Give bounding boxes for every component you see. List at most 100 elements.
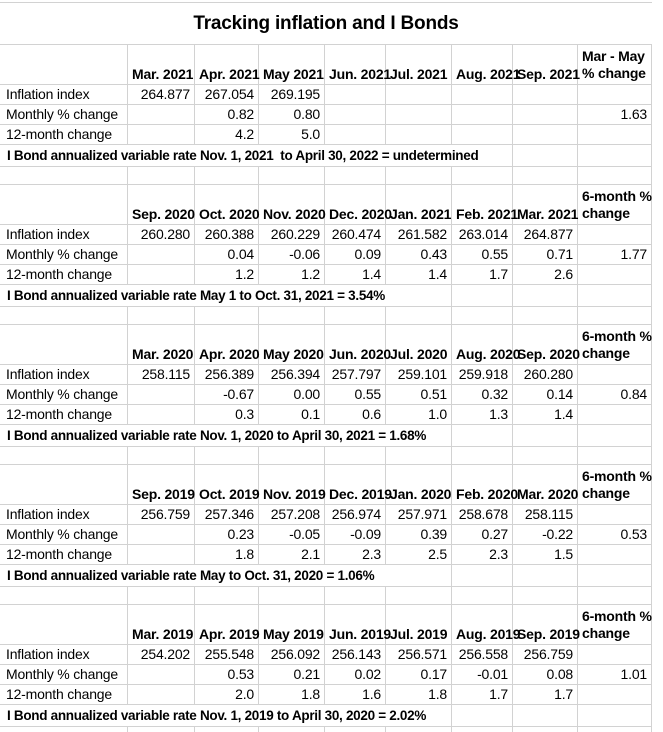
value-cell[interactable]: [452, 105, 513, 124]
value-cell[interactable]: 256.092: [259, 645, 325, 664]
month-header-cell[interactable]: Nov. 2019: [259, 465, 326, 504]
value-cell[interactable]: 2.6: [513, 265, 578, 284]
month-header-cell[interactable]: Nov. 2020: [259, 185, 326, 224]
month-header-cell[interactable]: Jun. 2021: [325, 45, 391, 84]
value-cell[interactable]: 254.202: [128, 645, 195, 664]
value-cell[interactable]: [128, 265, 195, 284]
value-cell[interactable]: 1.3: [452, 405, 513, 424]
month-header-cell[interactable]: Jun. 2019: [325, 605, 391, 644]
value-cell[interactable]: [128, 665, 195, 684]
period-change-value-cell[interactable]: [578, 645, 652, 664]
month-header-cell[interactable]: Jul. 2020: [386, 325, 452, 364]
value-cell[interactable]: 256.389: [195, 365, 259, 384]
row-label-cell[interactable]: 12-month change: [0, 125, 128, 144]
value-cell[interactable]: 0.6: [325, 405, 386, 424]
value-cell[interactable]: 256.558: [452, 645, 513, 664]
value-cell[interactable]: 260.388: [195, 225, 259, 244]
period-change-value-cell[interactable]: 0.53: [578, 525, 652, 544]
period-change-header-cell[interactable]: Mar - May% change: [578, 45, 652, 84]
value-cell[interactable]: -0.09: [325, 525, 386, 544]
period-change-value-cell[interactable]: [578, 125, 652, 144]
ibond-rate-note[interactable]: I Bond annualized variable rate Nov. 1, …: [0, 705, 452, 726]
value-cell[interactable]: [452, 85, 513, 104]
month-header-cell[interactable]: Jul. 2019: [386, 605, 452, 644]
month-header-cell[interactable]: Feb. 2021: [452, 185, 518, 224]
month-header-cell[interactable]: Sep. 2020: [128, 185, 195, 224]
ibond-rate-note[interactable]: I Bond annualized variable rate May 1 to…: [0, 285, 452, 306]
value-cell[interactable]: 2.5: [386, 545, 452, 564]
row-label-cell[interactable]: 12-month change: [0, 685, 128, 704]
value-cell[interactable]: 1.8: [386, 685, 452, 704]
value-cell[interactable]: 257.346: [195, 505, 259, 524]
value-cell[interactable]: 255.548: [195, 645, 259, 664]
value-cell[interactable]: [325, 125, 386, 144]
month-header-cell[interactable]: Sep. 2019: [128, 465, 195, 504]
month-header-cell[interactable]: Apr. 2019: [195, 605, 260, 644]
value-cell[interactable]: 259.918: [452, 365, 513, 384]
value-cell[interactable]: 1.4: [513, 405, 578, 424]
value-cell[interactable]: 2.1: [259, 545, 325, 564]
month-header-cell[interactable]: Jul. 2021: [386, 45, 452, 84]
period-change-value-cell[interactable]: [578, 365, 652, 384]
period-change-value-cell[interactable]: [578, 225, 652, 244]
period-change-header-cell[interactable]: 6-month % change: [578, 325, 652, 364]
value-cell[interactable]: [128, 685, 195, 704]
month-header-cell[interactable]: Mar. 2021: [128, 45, 195, 84]
value-cell[interactable]: -0.22: [513, 525, 578, 544]
period-change-value-cell[interactable]: [578, 505, 652, 524]
month-header-cell[interactable]: Mar. 2020: [513, 465, 578, 504]
value-cell[interactable]: -0.06: [259, 245, 325, 264]
value-cell[interactable]: 1.7: [452, 685, 513, 704]
value-cell[interactable]: [128, 405, 195, 424]
row-label-cell[interactable]: Inflation index: [0, 505, 128, 524]
value-cell[interactable]: 0.43: [386, 245, 452, 264]
corner-cell[interactable]: [0, 185, 128, 224]
month-header-cell[interactable]: Dec. 2020: [325, 185, 392, 224]
row-label-cell[interactable]: Inflation index: [0, 225, 128, 244]
value-cell[interactable]: [325, 85, 386, 104]
value-cell[interactable]: [128, 245, 195, 264]
period-change-value-cell[interactable]: [578, 685, 652, 704]
value-cell[interactable]: 1.7: [452, 265, 513, 284]
row-label-cell[interactable]: 12-month change: [0, 265, 128, 284]
value-cell[interactable]: 0.00: [259, 385, 325, 404]
value-cell[interactable]: 0.51: [386, 385, 452, 404]
month-header-cell[interactable]: Mar. 2021: [513, 185, 578, 224]
value-cell[interactable]: 1.7: [513, 685, 578, 704]
row-label-cell[interactable]: Monthly % change: [0, 385, 128, 404]
row-label-cell[interactable]: 12-month change: [0, 545, 128, 564]
value-cell[interactable]: 1.4: [386, 265, 452, 284]
value-cell[interactable]: 0.02: [325, 665, 386, 684]
value-cell[interactable]: 258.115: [128, 365, 195, 384]
value-cell[interactable]: 269.195: [259, 85, 325, 104]
value-cell[interactable]: 0.3: [195, 405, 259, 424]
value-cell[interactable]: 2.3: [325, 545, 386, 564]
value-cell[interactable]: 1.2: [259, 265, 325, 284]
period-change-value-cell[interactable]: 1.01: [578, 665, 652, 684]
value-cell[interactable]: [128, 545, 195, 564]
corner-cell[interactable]: [0, 465, 128, 504]
row-label-cell[interactable]: Monthly % change: [0, 665, 128, 684]
value-cell[interactable]: 256.571: [386, 645, 452, 664]
value-cell[interactable]: 0.55: [452, 245, 513, 264]
month-header-cell[interactable]: Mar. 2019: [128, 605, 195, 644]
value-cell[interactable]: 260.474: [325, 225, 386, 244]
value-cell[interactable]: 263.014: [452, 225, 513, 244]
value-cell[interactable]: 0.39: [386, 525, 452, 544]
month-header-cell[interactable]: May 2021: [259, 45, 325, 84]
value-cell[interactable]: 1.6: [325, 685, 386, 704]
value-cell[interactable]: 0.17: [386, 665, 452, 684]
value-cell[interactable]: 4.2: [195, 125, 259, 144]
value-cell[interactable]: 0.21: [259, 665, 325, 684]
period-change-value-cell[interactable]: [578, 405, 652, 424]
value-cell[interactable]: -0.05: [259, 525, 325, 544]
value-cell[interactable]: 0.27: [452, 525, 513, 544]
value-cell[interactable]: 0.55: [325, 385, 386, 404]
value-cell[interactable]: [386, 105, 452, 124]
month-header-cell[interactable]: Oct. 2019: [195, 465, 260, 504]
value-cell[interactable]: -0.67: [195, 385, 259, 404]
value-cell[interactable]: 256.759: [128, 505, 195, 524]
month-header-cell[interactable]: Aug. 2021: [452, 45, 521, 84]
value-cell[interactable]: 1.2: [195, 265, 259, 284]
corner-cell[interactable]: [0, 45, 128, 84]
